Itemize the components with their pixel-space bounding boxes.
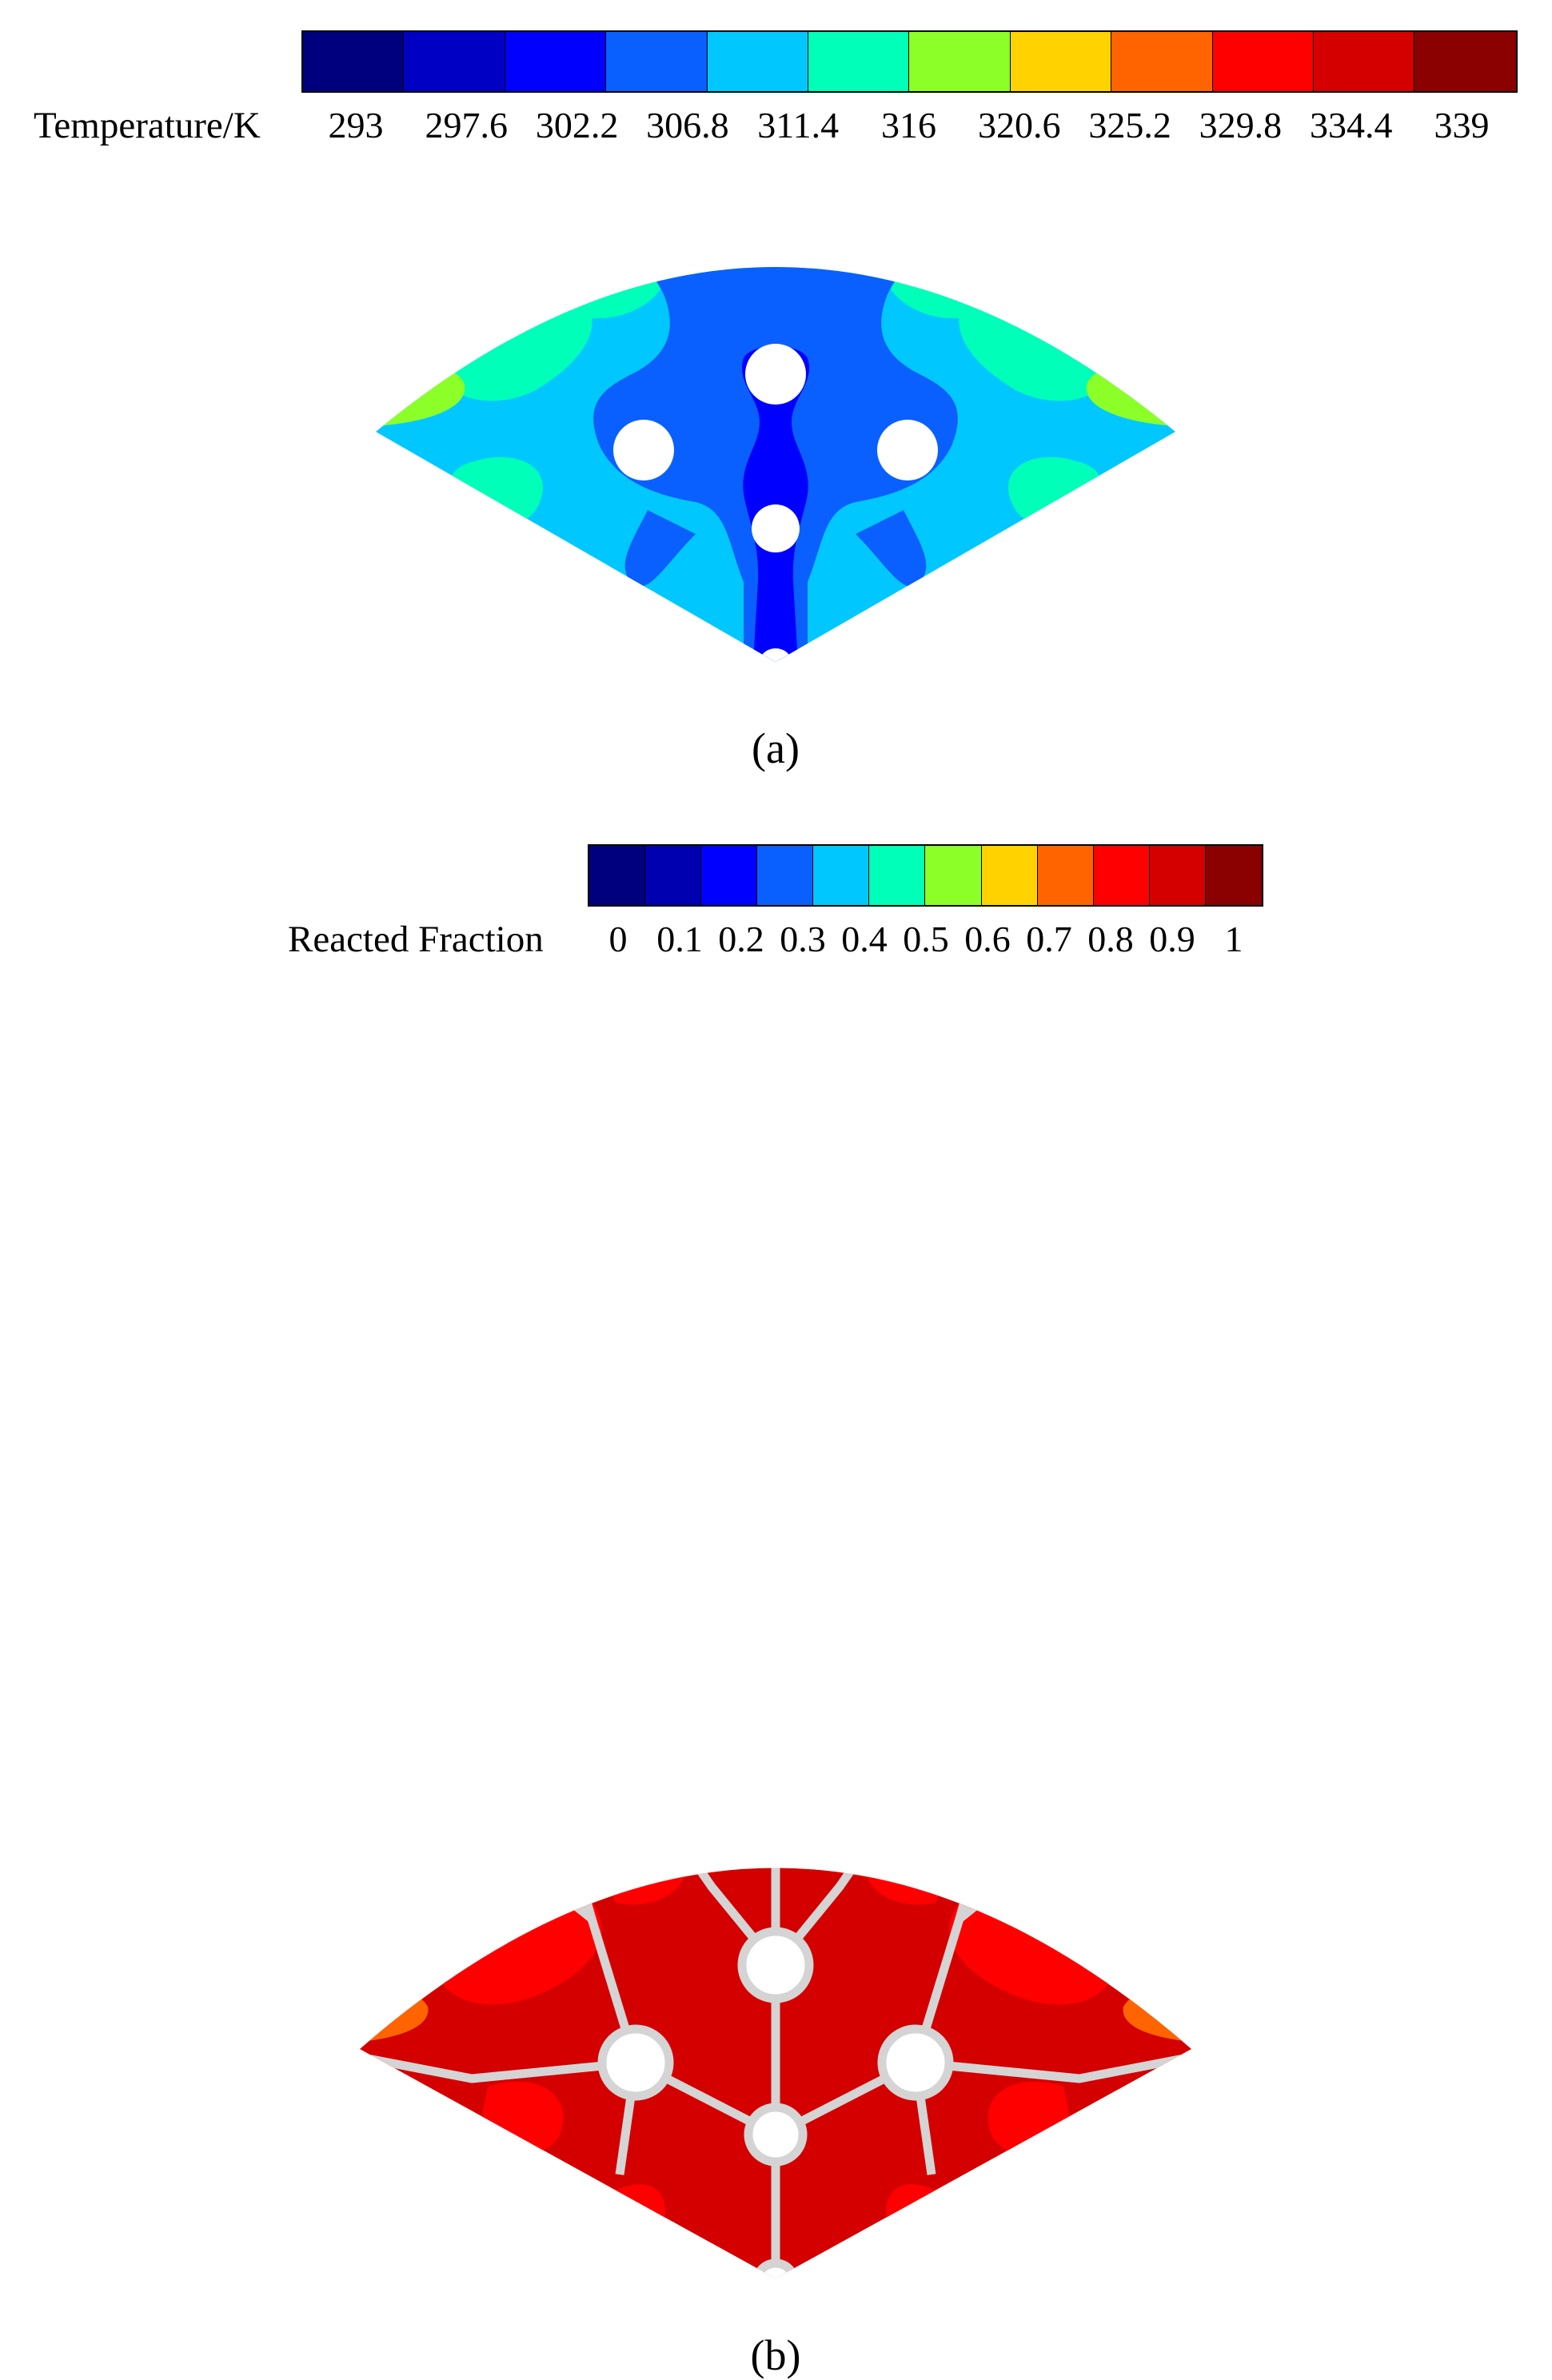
reacted-fraction-tick-label: 0.4 bbox=[841, 919, 888, 959]
reacted-fraction-colorbar-cell bbox=[757, 846, 814, 905]
temperature-colorbar bbox=[301, 30, 1518, 93]
temperature-colorbar-cell bbox=[1212, 32, 1315, 91]
reacted-fraction-tick-label: 0.7 bbox=[1026, 919, 1072, 959]
reacted-fraction-tick-label: 0.2 bbox=[718, 919, 764, 959]
temperature-colorbar-cell bbox=[1111, 32, 1213, 91]
reacted-fraction-colorbar-cell bbox=[645, 846, 702, 905]
temperature-colorbar-cell bbox=[303, 32, 405, 91]
temperature-tick-label: 311.4 bbox=[757, 105, 840, 146]
reacted-fraction-colorbar-cell bbox=[701, 846, 758, 905]
reacted-fraction-colorbar-cell bbox=[869, 846, 926, 905]
temperature-colorbar-cell bbox=[1414, 32, 1516, 91]
temperature-tick-label: 320.6 bbox=[978, 105, 1061, 146]
reacted-fraction-colorbar-cell bbox=[589, 846, 646, 905]
temperature-colorbar-cell bbox=[505, 32, 607, 91]
reacted-fraction-tick-label: 0.5 bbox=[903, 919, 949, 959]
panel-b-reacted-fraction: Reacted Fraction 0 0.1 0.2 0.3 0.4 0.5 0.6 0.7 0… bbox=[0, 799, 1552, 2379]
reacted-fraction-colorbar-cell bbox=[1037, 846, 1094, 905]
reacted-fraction-colorbar-cell bbox=[1149, 846, 1206, 905]
reacted-fraction-tick-label: 0.9 bbox=[1149, 919, 1195, 959]
reacted-fraction-colorbar bbox=[588, 844, 1263, 907]
temperature-colorbar-title: Temperature/K bbox=[34, 105, 261, 146]
temperature-tick-label: 302.2 bbox=[535, 105, 619, 146]
reacted-fraction-colorbar-cell bbox=[813, 846, 870, 905]
reacted-fraction-tick-label: 0.1 bbox=[656, 919, 703, 959]
temperature-tick-label: 316 bbox=[881, 105, 936, 146]
reacted-fraction-colorbar-cell bbox=[981, 846, 1038, 905]
reacted-fraction-tick-label: 0.6 bbox=[964, 919, 1011, 959]
temperature-tick-label: 293 bbox=[328, 105, 384, 146]
temperature-colorbar-cell bbox=[1010, 32, 1112, 91]
temperature-tick-label: 334.4 bbox=[1309, 105, 1393, 146]
temperature-tick-label: 339 bbox=[1434, 105, 1490, 146]
temperature-tick-label: 297.6 bbox=[425, 105, 509, 146]
reacted-fraction-tick-label: 0.8 bbox=[1087, 919, 1134, 959]
temperature-tick-label: 325.2 bbox=[1088, 105, 1171, 146]
reacted-fraction-tick-label: 0 bbox=[608, 919, 628, 959]
temperature-contour-sector bbox=[376, 267, 1175, 662]
reacted-fraction-tick-label: 1 bbox=[1224, 919, 1243, 959]
reacted-fraction-tick-label: 0.3 bbox=[780, 919, 826, 959]
temperature-colorbar-cell bbox=[404, 32, 505, 91]
panel-b-label: (b) bbox=[750, 2331, 801, 2379]
reacted-fraction-colorbar-cell bbox=[1205, 846, 1262, 905]
temperature-colorbar-cell bbox=[1314, 32, 1415, 91]
temperature-colorbar-cell bbox=[707, 32, 809, 91]
panel-a-label: (a) bbox=[752, 724, 800, 772]
reacted-fraction-colorbar-cell bbox=[925, 846, 982, 905]
temperature-tick-label: 329.8 bbox=[1199, 105, 1283, 146]
reacted-fraction-colorbar-title: Reacted Fraction bbox=[288, 919, 544, 960]
temperature-colorbar-cell bbox=[606, 32, 708, 91]
panel-a-temperature: Temperature/K 293 297.6 302.2 306.8 311.4 316… bbox=[0, 0, 1552, 799]
temperature-colorbar-cell bbox=[808, 32, 910, 91]
reacted-fraction-colorbar-cell bbox=[1093, 846, 1150, 905]
temperature-colorbar-ticks: 293 297.6 302.2 306.8 311.4 316 320.6 325.2 329.… bbox=[0, 104, 1552, 152]
temperature-colorbar-cell bbox=[909, 32, 1011, 91]
reacted-fraction-contour-sector bbox=[360, 1868, 1191, 2278]
temperature-tick-label: 306.8 bbox=[646, 105, 729, 146]
reacted-fraction-colorbar-ticks: 0 0.1 0.2 0.3 0.4 0.5 0.6 0.7 0.8 0.9 1 bbox=[0, 918, 1552, 966]
